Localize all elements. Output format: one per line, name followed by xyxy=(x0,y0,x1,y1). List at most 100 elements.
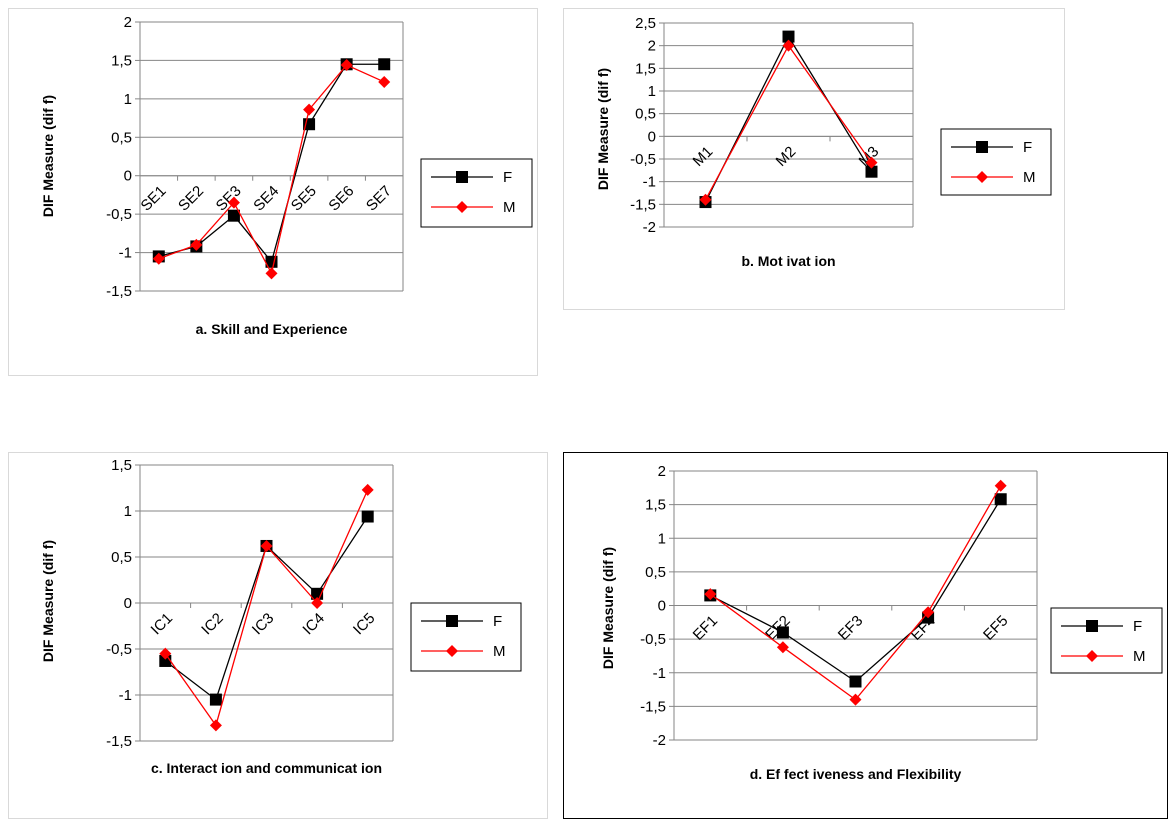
legend-marker xyxy=(976,141,988,153)
legend-label: F xyxy=(1133,618,1142,635)
y-tick-label: 0 xyxy=(648,128,656,145)
legend-marker xyxy=(446,615,458,627)
data-point-F xyxy=(849,675,862,688)
y-tick-label: -0,5 xyxy=(106,206,132,223)
y-tick-label: -1 xyxy=(653,665,666,682)
y-tick-label: 0,5 xyxy=(111,549,132,566)
y-tick-label: -2 xyxy=(653,732,666,749)
series-line-F xyxy=(158,63,385,264)
x-tick-label: IC1 xyxy=(148,610,177,639)
data-point-F xyxy=(227,209,240,222)
data-point-M xyxy=(260,539,273,552)
y-tick-label: -1 xyxy=(119,245,132,262)
y-tick-label: 1,5 xyxy=(111,457,132,474)
y-tick-label: 0 xyxy=(124,595,132,612)
legend-label: M xyxy=(1133,648,1146,665)
data-point-M xyxy=(265,267,278,280)
data-point-F xyxy=(776,626,789,639)
data-point-F xyxy=(782,30,795,43)
legend-label: F xyxy=(503,169,512,186)
y-tick-label: -1,5 xyxy=(106,283,132,300)
data-point-M xyxy=(699,193,712,206)
legend-marker xyxy=(1086,620,1098,632)
y-tick-label: 1,5 xyxy=(635,60,656,77)
x-tick-label: SE2 xyxy=(175,183,207,215)
y-tick-label: 2 xyxy=(124,14,132,31)
y-tick-label: 0 xyxy=(124,168,132,185)
data-point-M xyxy=(190,238,203,251)
y-tick-label: 2,5 xyxy=(635,15,656,32)
legend-box xyxy=(1050,607,1163,674)
y-axis-label: DIF Measure (dif f) xyxy=(600,547,616,669)
data-point-M xyxy=(209,719,222,732)
data-point-M xyxy=(922,606,935,619)
data-point-M xyxy=(776,641,789,654)
data-point-F xyxy=(994,493,1007,506)
x-tick-label: M1 xyxy=(690,143,717,170)
data-point-F xyxy=(361,510,374,523)
series-line-M xyxy=(709,485,1002,701)
legend-box xyxy=(420,158,533,228)
data-point-M xyxy=(704,588,717,601)
y-tick-label: -1 xyxy=(643,174,656,191)
x-tick-label: SE5 xyxy=(288,183,320,215)
y-axis-label: DIF Measure (dif f) xyxy=(595,68,611,190)
legend-marker xyxy=(446,645,458,657)
legend-marker xyxy=(456,201,468,213)
x-tick-label: IC2 xyxy=(198,610,227,639)
legend-label: F xyxy=(1023,139,1032,156)
y-axis-label: DIF Measure (dif f) xyxy=(40,95,56,217)
legend-marker xyxy=(976,171,988,183)
y-tick-label: -2 xyxy=(643,219,656,236)
x-tick-label: M2 xyxy=(773,143,800,170)
y-tick-label: 1 xyxy=(124,503,132,520)
data-point-M xyxy=(340,59,353,72)
chart-svg: -1,5 -1 -0,5 0 0,5 1 1,5 IC1 IC2 IC3 IC4 IC5 DIF Mea… xyxy=(40,457,522,776)
x-tick-label: IC4 xyxy=(299,610,328,639)
chart-panel-motivation: -2 -1,5 -1 -0,5 0 0,5 1 1,5 2 2,5 M1 M2 M3 DIF Measur… xyxy=(563,8,1065,310)
y-tick-label: -0,5 xyxy=(630,151,656,168)
y-tick-label: 0,5 xyxy=(645,564,666,581)
y-tick-label: 1 xyxy=(648,83,656,100)
series-line-F xyxy=(710,498,1002,683)
y-tick-label: 1 xyxy=(124,91,132,108)
chart-svg: -2-1,5-1-0,500,511,52EF1EF2EF3EF4EF5DIF … xyxy=(600,463,1163,782)
data-point-M xyxy=(994,479,1007,492)
legend-marker xyxy=(456,171,468,183)
data-point-F xyxy=(209,693,222,706)
x-tick-label: IC5 xyxy=(350,610,379,639)
y-tick-label: 2 xyxy=(648,38,656,55)
data-point-F xyxy=(378,58,391,71)
y-tick-label: -1,5 xyxy=(630,196,656,213)
y-tick-label: 0,5 xyxy=(635,106,656,123)
series-line-F xyxy=(704,35,873,203)
data-point-M xyxy=(378,75,391,88)
chart-panel-skill-experience: -1,5 -1 -0,5 0 0,5 1 1,5 2 SE1 SE2 SE3 SE4 SE5 SE6 SE7… xyxy=(8,8,538,376)
legend-label: F xyxy=(493,613,502,630)
chart-panel-interaction-communication: -1,5 -1 -0,5 0 0,5 1 1,5 IC1 IC2 IC3 IC4 IC5 DIF Mea… xyxy=(8,452,548,819)
chart-title: d. Ef fect iveness and Flexibility xyxy=(750,766,962,782)
data-point-M xyxy=(361,483,374,496)
series-line-M xyxy=(164,489,369,727)
y-tick-label: 1,5 xyxy=(111,52,132,69)
data-point-M xyxy=(865,156,878,169)
chart-title: b. Mot ivat ion xyxy=(741,253,835,269)
y-tick-label: -0,5 xyxy=(640,631,666,648)
x-tick-label: SE7 xyxy=(363,183,395,215)
y-tick-label: -1 xyxy=(119,687,132,704)
data-point-M xyxy=(159,647,172,660)
x-tick-label: SE1 xyxy=(138,183,170,215)
data-point-M xyxy=(303,103,316,116)
data-point-M xyxy=(152,252,165,265)
data-point-M xyxy=(227,196,240,209)
legend-label: M xyxy=(503,199,516,216)
chart-panel-effectiveness-flexibility: -2-1,5-1-0,500,511,52EF1EF2EF3EF4EF5DIF … xyxy=(563,452,1168,819)
legend-box xyxy=(410,602,522,672)
x-tick-label: SE4 xyxy=(250,183,282,215)
data-point-M xyxy=(311,597,324,609)
legend-marker xyxy=(1086,650,1098,662)
y-axis-label: DIF Measure (dif f) xyxy=(40,540,56,662)
y-tick-label: 0 xyxy=(658,598,666,615)
chart-title: c. Interact ion and communicat ion xyxy=(151,760,382,776)
